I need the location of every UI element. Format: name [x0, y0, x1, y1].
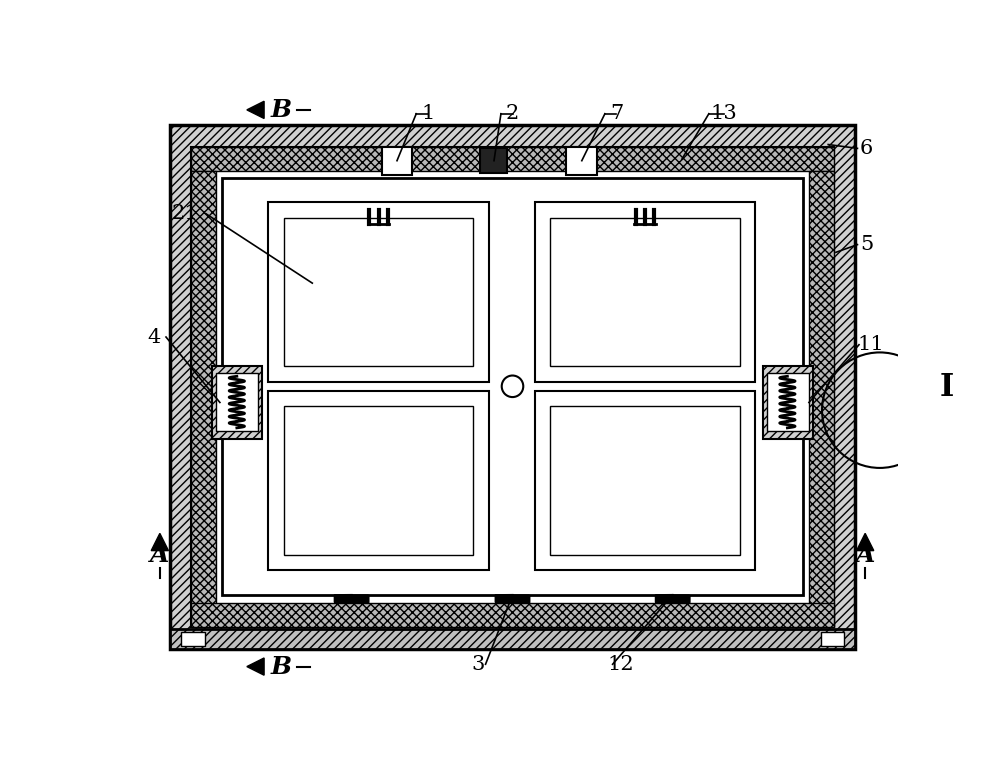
Bar: [763, 366, 813, 439]
Bar: [191, 603, 834, 627]
Bar: [480, 148, 507, 173]
Bar: [284, 406, 473, 555]
Bar: [191, 147, 834, 171]
Polygon shape: [247, 658, 264, 675]
Text: 4: 4: [148, 327, 161, 346]
Bar: [809, 171, 834, 627]
Bar: [535, 202, 755, 382]
Text: B: B: [271, 654, 292, 679]
Text: A: A: [150, 543, 170, 567]
Bar: [566, 147, 597, 174]
Text: 6: 6: [860, 139, 873, 158]
Bar: [191, 171, 216, 627]
Bar: [284, 217, 473, 366]
Bar: [216, 373, 258, 431]
Text: 1: 1: [421, 104, 434, 123]
Text: 5: 5: [860, 235, 873, 254]
Bar: [535, 391, 755, 571]
Text: A: A: [855, 543, 875, 567]
Text: I: I: [940, 372, 954, 402]
Bar: [191, 147, 834, 627]
Bar: [767, 373, 809, 431]
Bar: [820, 632, 844, 646]
Text: 12: 12: [607, 655, 634, 674]
Bar: [222, 177, 803, 595]
Bar: [170, 125, 855, 649]
Bar: [212, 366, 262, 439]
Polygon shape: [857, 533, 874, 551]
Bar: [550, 406, 740, 555]
Bar: [181, 632, 205, 646]
Text: 11: 11: [857, 335, 884, 354]
Bar: [268, 202, 489, 382]
Bar: [268, 391, 489, 571]
Bar: [382, 147, 412, 174]
Text: 13: 13: [711, 104, 738, 123]
Text: B: B: [271, 98, 292, 122]
Text: 21: 21: [172, 204, 199, 223]
Text: 3: 3: [471, 655, 485, 674]
Polygon shape: [151, 533, 168, 551]
Bar: [550, 217, 740, 366]
Text: 7: 7: [610, 104, 623, 123]
Bar: [170, 629, 855, 649]
Text: 2: 2: [506, 104, 519, 123]
Polygon shape: [247, 101, 264, 118]
